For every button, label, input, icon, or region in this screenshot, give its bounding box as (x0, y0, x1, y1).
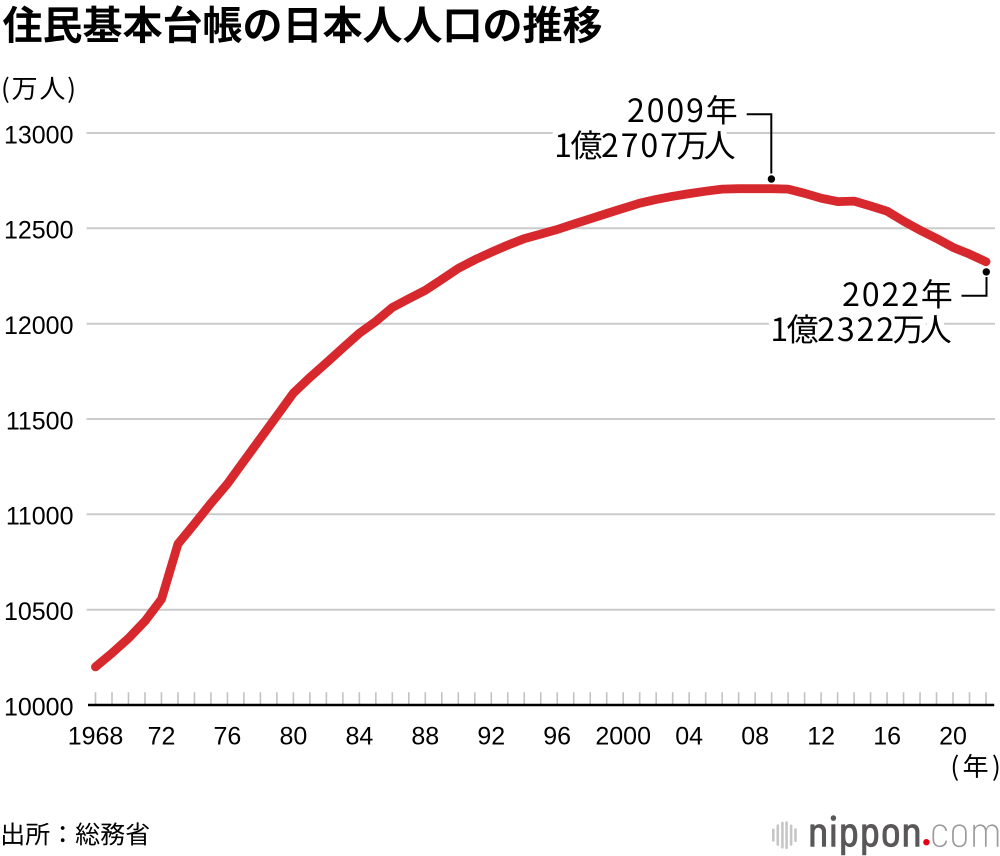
svg-text:13000: 13000 (4, 121, 74, 149)
svg-text:76: 76 (213, 723, 241, 751)
svg-text:92: 92 (477, 723, 505, 751)
svg-text:12500: 12500 (4, 217, 74, 245)
svg-text:12000: 12000 (4, 312, 74, 340)
svg-text:10500: 10500 (4, 598, 74, 626)
svg-text:11500: 11500 (6, 407, 74, 435)
svg-text:72: 72 (148, 723, 176, 751)
svg-text:11000: 11000 (6, 503, 74, 531)
svg-text:10000: 10000 (4, 693, 74, 721)
svg-text:96: 96 (543, 723, 571, 751)
svg-text:84: 84 (345, 723, 373, 751)
svg-text:88: 88 (411, 723, 439, 751)
svg-text:1968: 1968 (68, 723, 124, 751)
svg-text:80: 80 (279, 723, 307, 751)
svg-text:04: 04 (675, 723, 703, 751)
svg-text:12: 12 (807, 723, 835, 751)
svg-text:16: 16 (873, 723, 901, 751)
svg-text:2000: 2000 (595, 723, 651, 751)
svg-text:08: 08 (741, 723, 769, 751)
svg-text:20: 20 (939, 723, 967, 751)
